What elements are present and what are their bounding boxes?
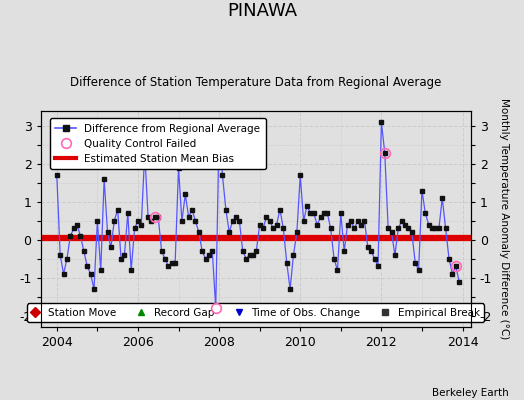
- Title: Difference of Station Temperature Data from Regional Average: Difference of Station Temperature Data f…: [70, 76, 441, 89]
- Text: PINAWA: PINAWA: [227, 2, 297, 20]
- Text: Berkeley Earth: Berkeley Earth: [432, 388, 508, 398]
- Y-axis label: Monthly Temperature Anomaly Difference (°C): Monthly Temperature Anomaly Difference (…: [499, 98, 509, 340]
- Legend: Station Move, Record Gap, Time of Obs. Change, Empirical Break: Station Move, Record Gap, Time of Obs. C…: [27, 304, 484, 322]
